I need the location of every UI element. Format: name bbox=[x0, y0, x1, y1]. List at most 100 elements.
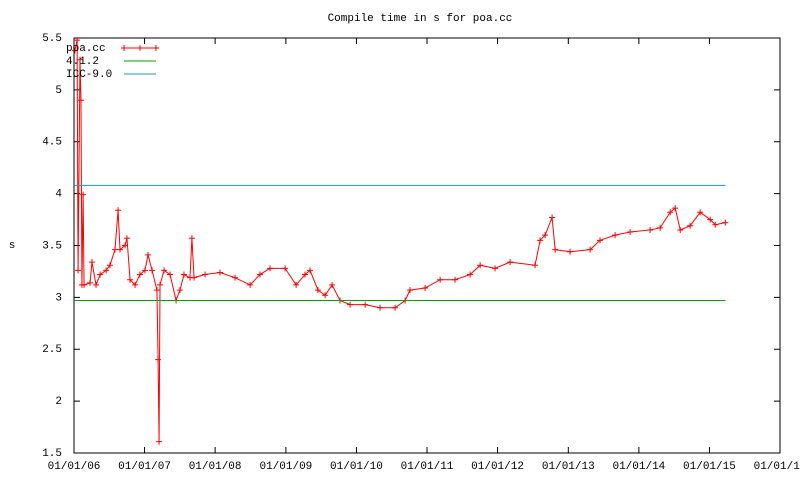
point-marker bbox=[106, 262, 113, 269]
legend-label: poa.cc bbox=[66, 43, 106, 55]
point-marker bbox=[377, 304, 384, 311]
point-marker bbox=[180, 271, 187, 278]
point-marker bbox=[627, 229, 634, 236]
point-marker bbox=[329, 281, 336, 288]
point-marker bbox=[145, 251, 152, 258]
y-tick-label: 2.5 bbox=[42, 344, 62, 356]
point-marker bbox=[153, 287, 160, 294]
point-marker bbox=[88, 259, 95, 266]
y-tick-label: 3 bbox=[55, 292, 62, 304]
point-marker bbox=[697, 209, 704, 216]
point-marker bbox=[136, 271, 143, 278]
point-marker bbox=[542, 232, 549, 239]
chart-title: Compile time in s for poa.cc bbox=[328, 13, 513, 25]
x-tick-label: 01/01/12 bbox=[471, 461, 524, 473]
point-marker bbox=[477, 262, 484, 269]
x-tick-label: 01/01/06 bbox=[48, 461, 101, 473]
point-marker bbox=[712, 221, 719, 228]
point-marker bbox=[267, 265, 274, 272]
point-marker bbox=[87, 279, 94, 286]
y-tick-label: 5.5 bbox=[42, 33, 62, 45]
point-marker bbox=[123, 235, 130, 242]
point-marker bbox=[437, 276, 444, 283]
point-marker bbox=[532, 262, 539, 269]
point-marker bbox=[97, 271, 104, 278]
point-marker bbox=[422, 285, 429, 292]
point-marker bbox=[155, 356, 162, 363]
x-tick-label: 01/01/10 bbox=[330, 461, 383, 473]
point-marker bbox=[81, 281, 88, 288]
point-marker bbox=[507, 259, 514, 266]
point-marker bbox=[392, 304, 399, 311]
legend-marker bbox=[153, 45, 159, 51]
x-tick-label: 01/01/13 bbox=[542, 461, 595, 473]
point-marker bbox=[597, 237, 604, 244]
point-marker bbox=[93, 281, 100, 288]
point-marker bbox=[549, 214, 556, 221]
point-marker bbox=[127, 276, 134, 283]
x-tick-label: 01/01/09 bbox=[259, 461, 312, 473]
point-marker bbox=[314, 287, 321, 294]
x-tick-label: 01/01/07 bbox=[118, 461, 171, 473]
point-marker bbox=[76, 56, 83, 63]
point-marker bbox=[657, 224, 664, 231]
point-marker bbox=[612, 232, 619, 239]
point-marker bbox=[149, 267, 156, 274]
point-marker bbox=[537, 237, 544, 244]
point-marker bbox=[707, 216, 714, 223]
point-marker bbox=[322, 292, 329, 299]
x-tick-label: 01/01/15 bbox=[683, 461, 736, 473]
point-marker bbox=[347, 301, 354, 308]
x-tick-label: 01/01/14 bbox=[612, 461, 665, 473]
point-marker bbox=[232, 274, 239, 281]
y-tick-label: 1.5 bbox=[42, 448, 62, 460]
point-marker bbox=[406, 287, 413, 294]
point-marker bbox=[141, 267, 148, 274]
point-marker bbox=[188, 235, 195, 242]
point-marker bbox=[302, 271, 309, 278]
point-marker bbox=[167, 271, 174, 278]
y-tick-label: 4.5 bbox=[42, 137, 62, 149]
point-marker bbox=[122, 242, 129, 249]
point-marker bbox=[587, 246, 594, 253]
point-marker bbox=[722, 219, 729, 226]
point-marker bbox=[672, 205, 679, 212]
point-marker bbox=[667, 209, 674, 216]
point-marker bbox=[74, 37, 81, 44]
point-marker bbox=[80, 191, 87, 198]
point-marker bbox=[307, 267, 314, 274]
point-marker bbox=[216, 269, 223, 276]
point-marker bbox=[567, 248, 574, 255]
point-marker bbox=[247, 281, 254, 288]
point-marker bbox=[71, 47, 78, 54]
point-marker bbox=[282, 265, 289, 272]
point-marker bbox=[293, 281, 300, 288]
point-marker bbox=[103, 267, 110, 274]
point-marker bbox=[647, 226, 654, 233]
point-marker bbox=[115, 207, 122, 214]
point-marker bbox=[202, 271, 209, 278]
point-marker bbox=[362, 301, 369, 308]
point-marker bbox=[677, 226, 684, 233]
y-tick-label: 2 bbox=[55, 396, 62, 408]
point-marker bbox=[161, 267, 168, 274]
point-marker bbox=[117, 246, 124, 253]
point-marker bbox=[492, 265, 499, 272]
legend-marker bbox=[137, 45, 143, 51]
legend-label: ICC-9.0 bbox=[66, 69, 112, 81]
x-tick-label: 01/01/11 bbox=[401, 461, 454, 473]
point-marker bbox=[552, 246, 559, 253]
point-marker bbox=[77, 97, 84, 104]
y-tick-label: 5 bbox=[55, 85, 62, 97]
point-marker bbox=[156, 438, 163, 445]
series-line bbox=[74, 39, 726, 442]
point-marker bbox=[111, 246, 118, 253]
legend-marker bbox=[121, 45, 127, 51]
point-marker bbox=[467, 271, 474, 278]
point-marker bbox=[452, 276, 459, 283]
point-marker bbox=[75, 267, 82, 274]
point-marker bbox=[256, 271, 263, 278]
legend-label: 4.1.2 bbox=[66, 56, 99, 68]
